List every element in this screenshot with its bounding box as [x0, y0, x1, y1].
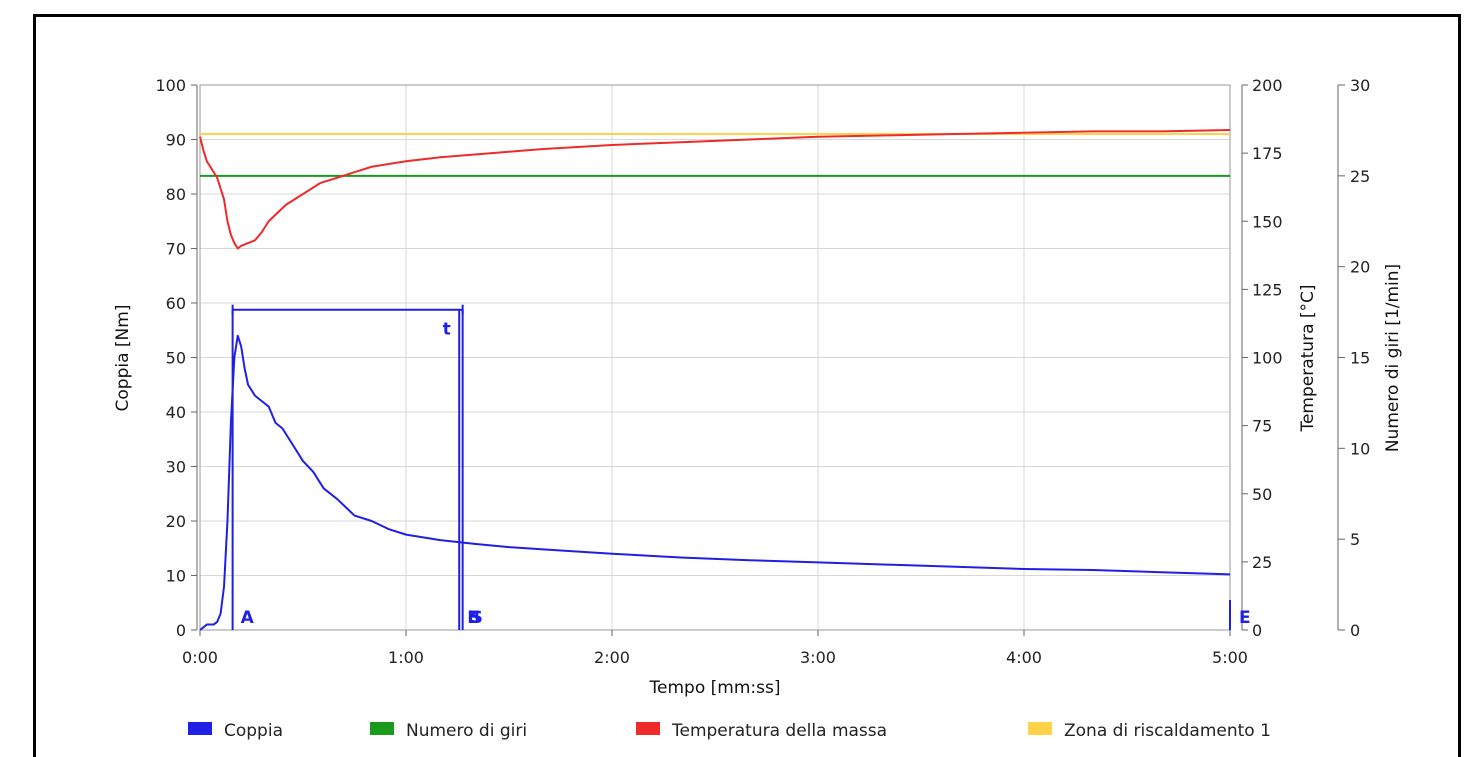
- speed-tick-label: 15: [1350, 349, 1370, 368]
- speed-tick-label: 20: [1350, 258, 1370, 277]
- left-tick-label: 80: [166, 185, 186, 204]
- series-group: [199, 128, 1231, 631]
- chart-frame: [33, 14, 1461, 757]
- temperature-tick-label: 25: [1252, 553, 1272, 572]
- x-tick-label: 1:00: [388, 648, 424, 667]
- legend: Coppia Numero di giri Temperatura della ma…: [188, 721, 1271, 741]
- legend-swatch-temperatura-della-massa: [636, 722, 660, 735]
- marker-label-e: E: [1239, 608, 1251, 628]
- temperature-tick-label: 200: [1252, 76, 1283, 95]
- legend-label-temperatura-della-massa: Temperatura della massa: [671, 721, 887, 741]
- left-axis-title: Coppia [Nm]: [113, 305, 133, 412]
- plot-border: [199, 84, 1231, 631]
- series-line-coppia: [199, 334, 1231, 631]
- left-tick-label: 20: [166, 512, 186, 531]
- left-tick-label: 0: [176, 621, 186, 640]
- left-tick-label: 40: [166, 403, 186, 422]
- interval-label: t: [443, 320, 451, 340]
- temperature-axis-title: Temperatura [°C]: [1298, 284, 1318, 432]
- grid: [200, 85, 1230, 630]
- series-line-temperatura-della-massa: [199, 128, 1231, 250]
- left-tick-label: 70: [166, 240, 186, 259]
- x-tick-label: 2:00: [594, 648, 630, 667]
- legend-swatch-numero-di-giri: [370, 722, 394, 735]
- temperature-tick-label: 100: [1252, 349, 1283, 368]
- x-tick-label: 4:00: [1006, 648, 1042, 667]
- x-axis-title: Tempo [mm:ss]: [649, 678, 781, 698]
- marker-label-s: S: [471, 608, 483, 628]
- temperature-tick-label: 0: [1252, 621, 1262, 640]
- legend-swatch-coppia: [188, 722, 212, 735]
- x-tick-label: 3:00: [800, 648, 836, 667]
- left-tick-label: 90: [166, 131, 186, 150]
- speed-tick-label: 10: [1350, 439, 1370, 458]
- temperature-tick-label: 175: [1252, 144, 1283, 163]
- left-tick-label: 50: [166, 349, 186, 368]
- markers-group: t A BS E: [231, 304, 1251, 630]
- marker-label-b: B: [467, 608, 480, 628]
- x-tick-label: 5:00: [1212, 648, 1248, 667]
- legend-swatch-zona-di-riscaldamento-1: [1028, 722, 1052, 735]
- temperature-tick-label: 75: [1252, 417, 1272, 436]
- left-tick-label: 60: [166, 294, 186, 313]
- left-tick-label: 10: [166, 567, 186, 586]
- speed-tick-label: 0: [1350, 621, 1360, 640]
- speed-tick-label: 30: [1350, 76, 1370, 95]
- left-tick-label: 100: [155, 76, 186, 95]
- legend-label-numero-di-giri: Numero di giri: [406, 721, 527, 741]
- temperature-tick-label: 125: [1252, 280, 1283, 299]
- legend-label-zona-di-riscaldamento-1: Zona di riscaldamento 1: [1064, 721, 1271, 741]
- speed-tick-label: 5: [1350, 530, 1360, 549]
- temperature-tick-label: 150: [1252, 212, 1283, 231]
- marker-label-a: A: [241, 608, 255, 628]
- legend-label-coppia: Coppia: [224, 721, 283, 741]
- axes: 0:00 1:00 2:00 3:00 4:00 5:000102030405060708…: [155, 76, 1370, 667]
- temperature-tick-label: 50: [1252, 485, 1272, 504]
- x-tick-label: 0:00: [182, 648, 218, 667]
- speed-tick-label: 25: [1350, 167, 1370, 186]
- left-tick-label: 30: [166, 458, 186, 477]
- speed-axis-title: Numero di giri [1/min]: [1383, 264, 1403, 452]
